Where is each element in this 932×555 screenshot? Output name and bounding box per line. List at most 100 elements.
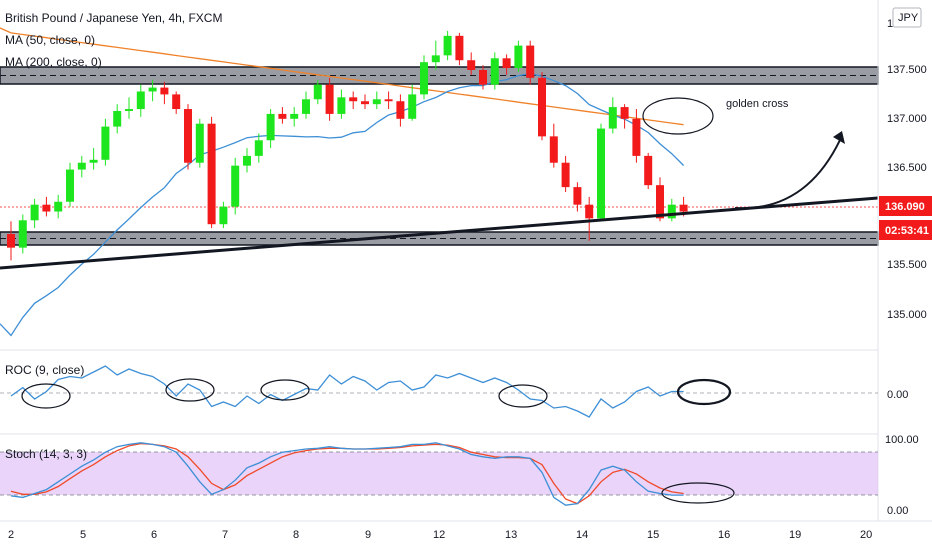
candle [30,198,39,229]
candle-body [30,204,39,221]
price-tick-135000: 135.000 [887,309,927,321]
candle-body [207,123,216,225]
candle-body [125,109,133,111]
candle-body [467,60,476,70]
date-tick: 2 [8,529,14,541]
ma200-line [0,27,684,126]
date-tick: 20 [860,529,872,541]
candle [644,152,653,190]
price-tick-137500: 137.500 [887,64,927,76]
candle-body [290,113,299,119]
arrow-head-icon [833,131,845,144]
candle-body [667,204,676,219]
candle-body [254,140,263,156]
roc-legend[interactable]: ROC (9, close) [5,363,84,377]
price-zones [0,66,879,246]
candle-body [7,233,15,248]
price-tick-137000: 137.000 [887,113,927,125]
candle-body [184,109,192,163]
candle-body [573,187,582,205]
candle-body [597,128,605,219]
candle-body [514,45,523,69]
candle [585,196,594,241]
candle [219,201,228,229]
candle-body [455,35,464,61]
candle [313,79,322,105]
date-tick: 7 [222,529,228,541]
candle-body [89,159,98,163]
time-axis[interactable]: 2 5 6 7 8 9 12 13 14 15 16 19 20 [8,529,872,541]
price-axis[interactable]: 138 137.500 137.000 136.500 135.500 135.… [879,18,932,517]
candle-body [479,70,487,85]
candle [455,32,464,66]
candle [302,91,310,119]
candle-body [231,165,240,207]
golden-cross-ellipse [642,97,714,135]
candle-body [443,35,452,56]
candle [325,77,334,121]
candle [172,91,181,114]
candle [349,91,358,110]
stoch-k-line [10,442,684,506]
currency-button[interactable] [892,7,922,28]
candle [77,155,86,178]
date-tick: 19 [789,529,801,541]
candle-body [302,99,310,114]
candle-body [77,162,86,170]
candle-body [538,77,546,137]
ma50-legend[interactable]: MA (50, close, 0) [5,33,95,47]
candle [42,196,51,217]
candle [361,94,369,110]
stoch-ellipse [661,482,735,504]
roc-line [10,365,684,418]
candle [207,116,216,229]
candle [184,104,192,170]
candle [195,118,204,168]
candle [113,104,122,134]
candle-body [266,113,275,141]
roc-zero-tick: 0.00 [887,389,908,401]
date-tick: 12 [433,529,445,541]
candle-body [585,204,594,219]
candle [632,109,641,163]
candle-body [219,206,228,225]
date-tick: 16 [718,529,730,541]
candle-body [172,94,181,110]
projection-arrow [734,139,841,210]
candle [125,97,133,119]
candle-body [243,155,251,166]
candle-body [313,84,322,100]
candle [514,40,523,72]
candle-body [54,201,63,212]
candle-body [384,99,393,102]
candle [526,40,535,85]
date-tick: 14 [576,529,588,541]
stoch-legend[interactable]: Stoch (14, 3, 3) [5,447,87,461]
date-tick: 5 [80,529,86,541]
candle [18,214,27,254]
candle-body [408,94,417,119]
candle-body [656,185,664,219]
price-tick-136500: 136.500 [887,162,927,174]
candle [597,123,605,222]
candle-body [372,99,381,105]
candle-body [679,204,688,212]
candle [502,54,511,75]
candle-body [113,110,122,127]
candle-body [160,87,169,95]
roc-pane [0,365,878,418]
candle [479,65,487,90]
moving-averages [0,27,685,337]
candle [278,107,287,124]
ma200-legend[interactable]: MA (200, close, 0) [5,55,102,69]
candle-body [349,97,358,102]
candle [420,55,428,100]
candle-body [561,162,570,188]
countdown-pill [879,220,932,240]
candle-body [278,113,287,119]
stoch-band [0,452,878,495]
currency-label: JPY [898,12,919,24]
candles [7,30,688,261]
